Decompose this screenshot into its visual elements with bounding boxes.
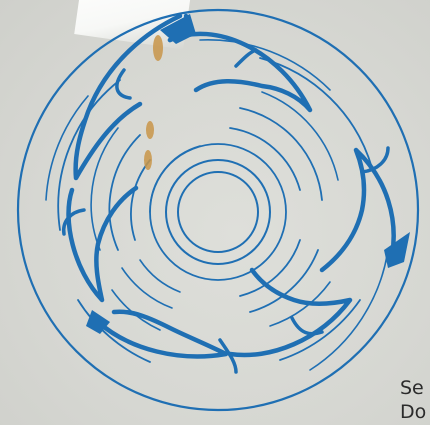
ripple-arc xyxy=(108,134,141,251)
ripple-arc xyxy=(77,299,151,363)
ripple-arc xyxy=(279,299,361,361)
ripple-arc xyxy=(90,127,119,251)
dolphin-icon xyxy=(360,146,390,174)
ripple-arc xyxy=(269,281,331,327)
ripple-arc xyxy=(239,239,301,297)
ripple-arc xyxy=(149,145,201,213)
stain-mark xyxy=(144,150,152,170)
dolphin-icon xyxy=(218,338,238,374)
dolphin-icon xyxy=(95,309,229,359)
ripple-arc xyxy=(45,95,89,201)
ripple-arc xyxy=(261,91,339,181)
ripple-arc xyxy=(239,107,323,201)
dolphin-icon xyxy=(319,147,396,273)
dolphin-icon xyxy=(167,31,313,113)
stain-mark xyxy=(153,35,163,61)
dolphin-tail-icon xyxy=(384,232,410,268)
center-ring-inner xyxy=(177,171,259,253)
center-ring-3 xyxy=(149,143,287,281)
dolphin-tail-icon xyxy=(160,14,196,44)
dolphin-icon xyxy=(227,267,353,358)
ripple-arc xyxy=(199,39,331,91)
caption-line-2: Do xyxy=(400,401,427,423)
ripple-arc xyxy=(139,259,181,293)
ripple-arc xyxy=(130,159,151,241)
ripple-arc xyxy=(57,79,121,231)
outer-ring xyxy=(16,8,420,412)
dolphin-icon xyxy=(290,316,324,336)
dolphin-icon xyxy=(61,208,86,236)
ripple-arc xyxy=(309,249,389,371)
caption-line-1: Se xyxy=(400,377,424,399)
center-ring-2 xyxy=(165,159,271,265)
dolphin-tail-icon xyxy=(86,310,110,334)
ripple-arc xyxy=(249,249,319,313)
dolphin-icon xyxy=(234,48,258,68)
caption-text: Se Do xyxy=(400,376,426,424)
stain-mark xyxy=(146,121,154,139)
dolphin-icon xyxy=(66,185,139,303)
dolphin-icon xyxy=(115,68,132,100)
dolphin-icon xyxy=(73,13,183,181)
ripple-arc xyxy=(229,127,301,191)
ripple-arc xyxy=(121,267,173,309)
ripple-arc xyxy=(259,57,373,169)
